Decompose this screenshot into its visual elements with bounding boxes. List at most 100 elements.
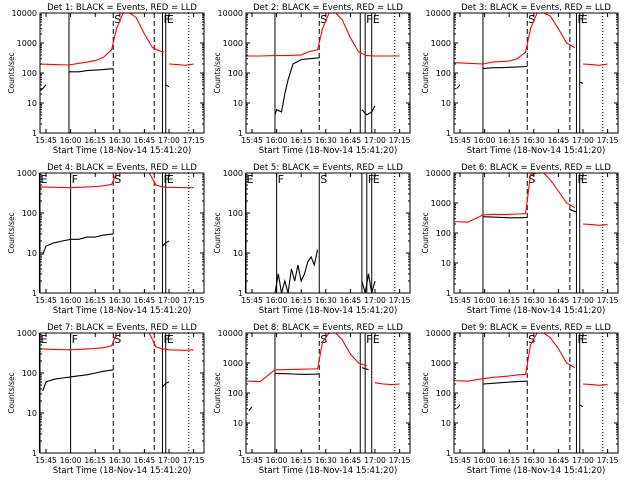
series-events-line <box>482 380 528 385</box>
x-axis-label: Start Time (18-Nov-14 15:41:20) <box>259 306 398 316</box>
marker-label: F <box>577 333 583 346</box>
x-tick-label: 17:15 <box>183 136 205 145</box>
y-tick-label: 10000 <box>218 9 243 18</box>
x-tick-label: 17:15 <box>183 456 205 465</box>
y-tick-label: 1 <box>446 129 451 138</box>
y-tick-label: 1000 <box>431 199 451 208</box>
subplot-det-2: S F E 1 10 100 1000 10000 15:45 16:00 16:15 16:30 16… <box>213 3 411 156</box>
series-events-line <box>456 404 461 410</box>
y-tick-label: 100 <box>228 209 243 218</box>
plot-frame <box>39 172 205 294</box>
series-lld-line <box>454 333 576 382</box>
marker-label: S <box>528 333 535 346</box>
y-tick-label: 100 <box>22 369 37 378</box>
marker-label: S <box>114 173 121 186</box>
y-axis-label: Counts/sec <box>421 372 430 413</box>
marker-label: E <box>581 333 588 346</box>
y-axis-label: Counts/sec <box>213 212 222 253</box>
x-tick-label: 17:15 <box>389 136 411 145</box>
plot-frame <box>245 172 411 294</box>
marker-label: E <box>246 173 253 186</box>
y-tick-label: 1000 <box>431 39 451 48</box>
subplot-title: Det 6: BLACK = Events, RED = LLD <box>461 163 611 173</box>
y-tick-label: 1000 <box>223 39 243 48</box>
x-tick-label: 16:30 <box>315 296 337 305</box>
x-tick-label: 16:15 <box>290 296 312 305</box>
series-lld-line <box>40 333 118 351</box>
marker-label: E <box>581 13 588 26</box>
y-tick-label: 10 <box>441 419 451 428</box>
series-events-line <box>162 381 170 388</box>
marker-label: E <box>40 173 47 186</box>
y-tick-label: 10 <box>233 419 243 428</box>
x-tick-label: 17:15 <box>389 456 411 465</box>
x-tick-label: 16:00 <box>60 136 82 145</box>
x-tick-label: 15:45 <box>241 456 263 465</box>
marker-label: S <box>320 13 327 26</box>
y-tick-label: 10 <box>441 259 451 268</box>
y-tick-label: 1000 <box>17 39 37 48</box>
series-lld-line <box>148 333 194 351</box>
marker-label: F <box>368 173 374 186</box>
marker-label: F <box>577 173 583 186</box>
x-axis-label: Start Time (18-Nov-14 15:41:20) <box>53 146 192 156</box>
x-axis-label: Start Time (18-Nov-14 15:41:20) <box>53 466 192 476</box>
marker-label: F <box>72 173 78 186</box>
y-tick-label: 100 <box>228 389 243 398</box>
y-tick-label: 1000 <box>17 329 37 338</box>
y-tick-label: 1 <box>446 289 451 298</box>
y-tick-label: 10000 <box>218 329 243 338</box>
y-tick-label: 10 <box>441 99 451 108</box>
plot-frame <box>245 12 411 134</box>
x-tick-label: 16:15 <box>290 456 312 465</box>
subplot-det-3: S FE 1 10 100 1000 10000 15:45 16:00 16:15 16:30 16… <box>421 3 619 156</box>
series-lld-line <box>246 333 367 383</box>
marker-label: F <box>163 13 169 26</box>
x-tick-label: 17:00 <box>572 456 594 465</box>
y-tick-label: 1 <box>446 449 451 458</box>
x-tick-label: 16:00 <box>266 296 288 305</box>
x-tick-label: 15:45 <box>35 456 57 465</box>
x-tick-label: 16:45 <box>134 296 156 305</box>
series-events-line <box>165 84 170 88</box>
x-tick-label: 16:30 <box>523 136 545 145</box>
x-tick-label: 16:30 <box>315 456 337 465</box>
y-axis-label: Counts/sec <box>213 372 222 413</box>
series-lld-line <box>582 383 608 386</box>
x-tick-label: 16:45 <box>340 456 362 465</box>
y-tick-label: 10 <box>27 409 37 418</box>
series-group <box>40 173 194 255</box>
series-events-line <box>162 240 170 247</box>
marker-label: S <box>528 13 535 26</box>
x-tick-label: 17:15 <box>597 136 619 145</box>
x-tick-label: 16:00 <box>474 456 496 465</box>
series-group <box>246 13 400 116</box>
x-tick-label: 17:00 <box>364 296 386 305</box>
marker-label: F <box>72 333 78 346</box>
series-group <box>40 13 194 92</box>
y-tick-label: 1000 <box>431 359 451 368</box>
x-tick-label: 15:45 <box>449 296 471 305</box>
marker-label: F <box>366 333 372 346</box>
marker-label: S <box>114 13 121 26</box>
x-tick-label: 15:45 <box>35 136 57 145</box>
x-tick-label: 16:00 <box>266 136 288 145</box>
y-axis-label: Counts/sec <box>7 52 16 93</box>
x-tick-label: 16:15 <box>84 456 106 465</box>
subplot-title: Det 5: BLACK = Events, RED = LLD <box>253 163 403 173</box>
plot-frame <box>453 12 619 134</box>
plot-frame <box>39 332 205 454</box>
series-lld-line <box>582 63 608 66</box>
subplot-det-1: S FE 1 10 100 1000 10000 15:45 16:00 16:15 16:30 16… <box>7 3 205 156</box>
subplot-title: Det 4: BLACK = Events, RED = LLD <box>47 163 197 173</box>
x-tick-label: 16:45 <box>134 136 156 145</box>
x-axis-label: Start Time (18-Nov-14 15:41:20) <box>259 146 398 156</box>
x-tick-label: 16:30 <box>109 136 131 145</box>
x-tick-label: 16:45 <box>548 136 570 145</box>
series-events-line <box>248 406 253 412</box>
x-tick-label: 16:00 <box>474 296 496 305</box>
x-tick-label: 16:00 <box>266 456 288 465</box>
x-tick-label: 17:00 <box>364 456 386 465</box>
series-events-line <box>274 57 320 116</box>
